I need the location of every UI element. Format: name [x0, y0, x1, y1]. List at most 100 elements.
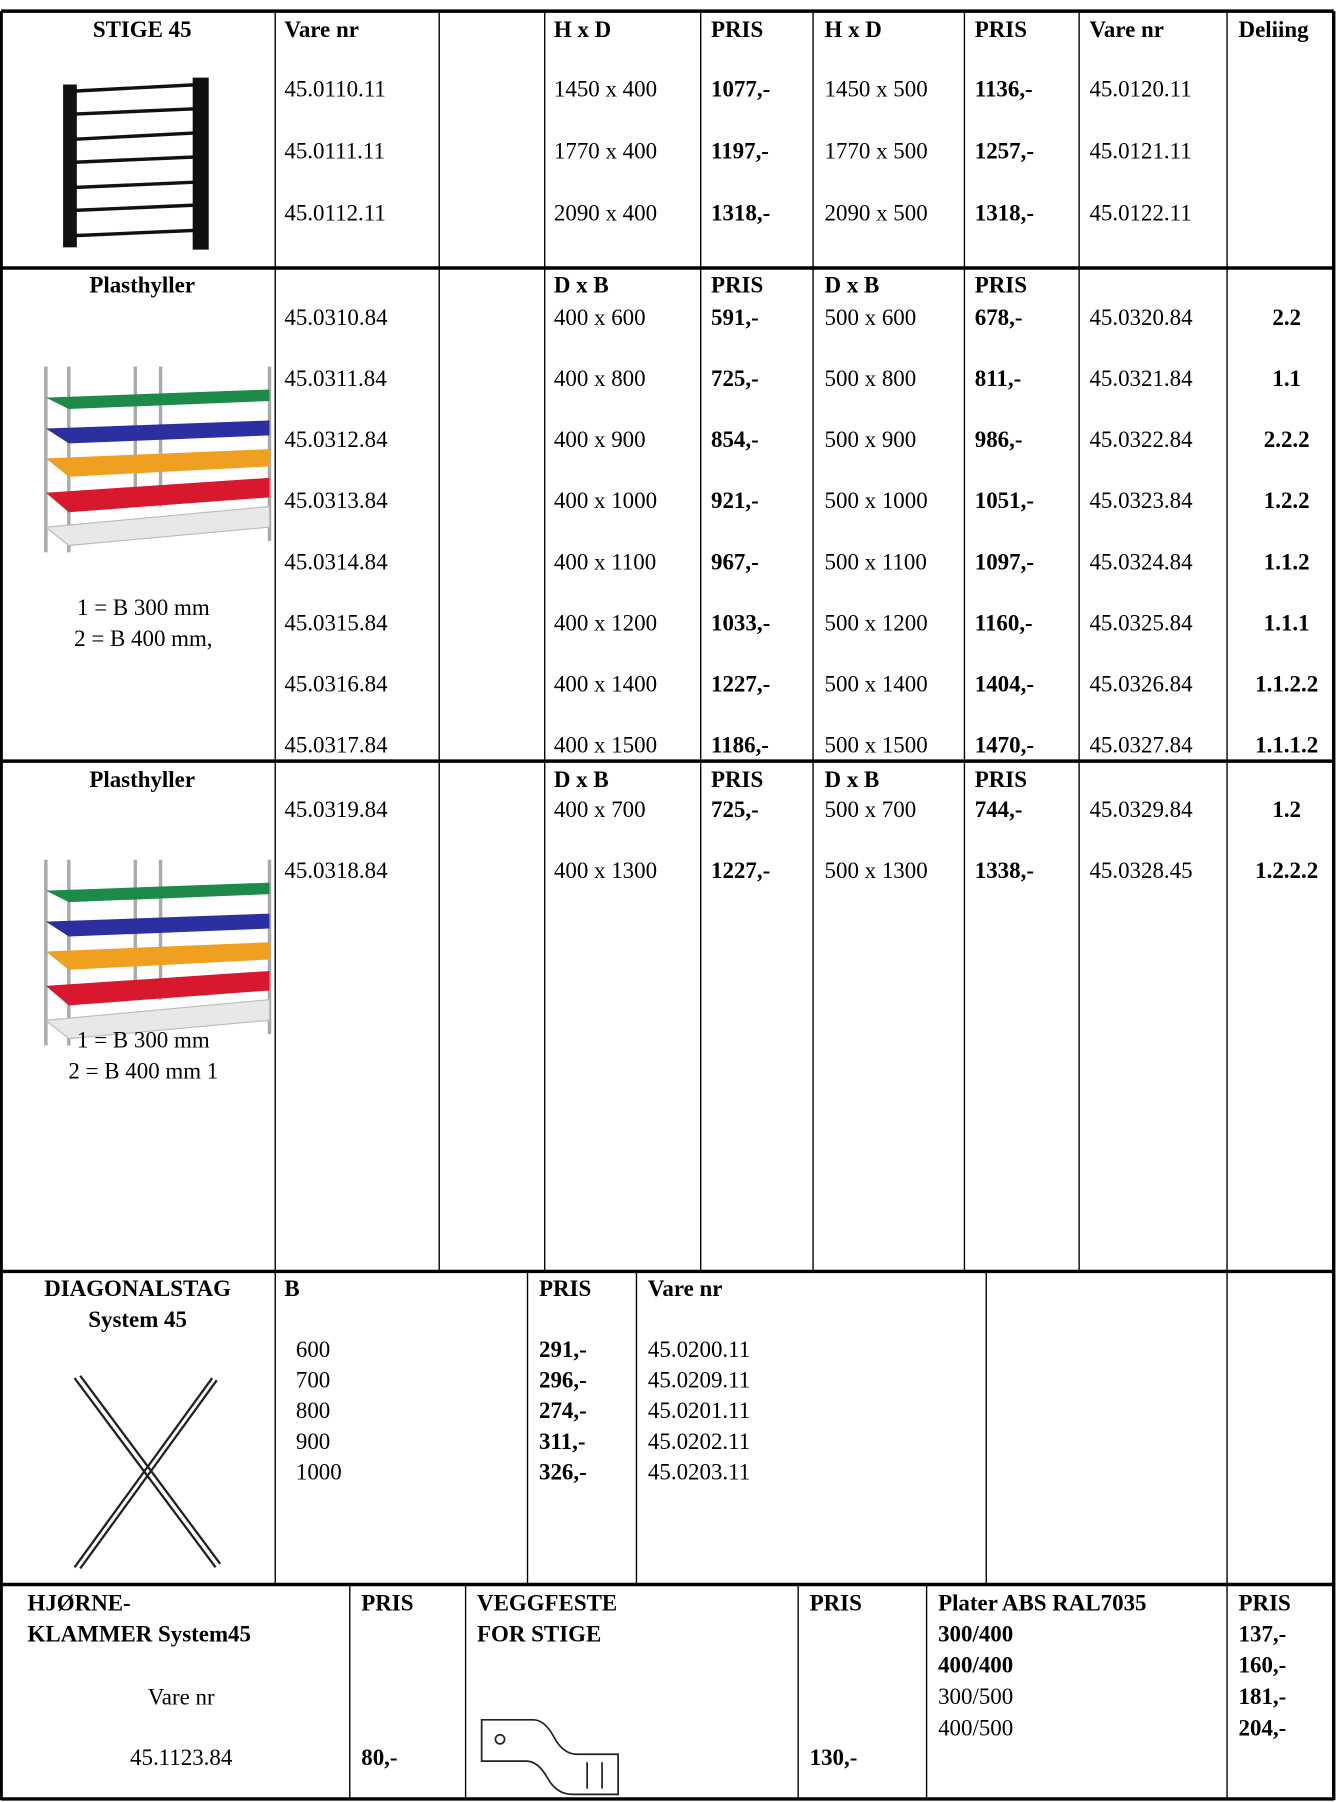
cell-text: 2.2: [1272, 305, 1301, 330]
cell-text: 181,-: [1239, 1684, 1287, 1709]
column-header: PRIS: [711, 273, 763, 298]
cell-text: 130,-: [810, 1745, 858, 1770]
column-header: Vare nr: [284, 17, 358, 42]
cell-text: 300/500: [938, 1684, 1013, 1709]
cell-text: 500 x 1300: [825, 858, 928, 883]
cell-text: 500 x 900: [825, 427, 917, 452]
column-header: PRIS: [810, 1590, 862, 1615]
cell-text: 45.0317.84: [284, 733, 388, 758]
cell-text: 45.0120.11: [1089, 77, 1191, 102]
cell-text: 500 x 1400: [825, 672, 928, 697]
cell-text: 45.0326.84: [1089, 672, 1193, 697]
column-header: D x B: [554, 767, 609, 792]
cell-text: 1136,-: [975, 77, 1033, 102]
cell-text: 1770 x 500: [825, 139, 928, 164]
section-title: VEGGFESTE: [477, 1590, 617, 1615]
column-header: D x B: [554, 273, 609, 298]
cell-text: 80,-: [361, 1745, 397, 1770]
cell-text: 500 x 1100: [825, 549, 927, 574]
cell-text: 45.0310.84: [284, 305, 388, 330]
cell-text: 1033,-: [711, 610, 770, 635]
cell-text: 45.0315.84: [284, 610, 388, 635]
cell-text: 45.0202.11: [648, 1429, 750, 1454]
note: 1 = B 300 mm: [77, 595, 210, 620]
cell-text: 45.0122.11: [1089, 200, 1191, 225]
cell-text: 45.0200.11: [648, 1337, 750, 1362]
section-title: Plasthyller: [89, 273, 195, 298]
cell-text: 1318,-: [711, 200, 770, 225]
cell-text: 725,-: [711, 366, 759, 391]
cell-text: 45.0209.11: [648, 1368, 750, 1393]
cell-text: 500 x 600: [825, 305, 917, 330]
cell-text: 1000: [296, 1459, 342, 1484]
cell-text: 45.0201.11: [648, 1398, 750, 1423]
cell-text: 900: [296, 1429, 330, 1454]
cell-text: 400 x 1100: [554, 549, 656, 574]
column-header: Vare nr: [648, 1276, 723, 1301]
cell-text: 45.0311.84: [284, 366, 387, 391]
cell-text: 1.1.2: [1264, 549, 1310, 574]
cell-text: 500 x 700: [825, 797, 917, 822]
section-title: System 45: [88, 1307, 187, 1332]
cell-text: 500 x 1500: [825, 733, 928, 758]
cell-text: 45.0328.45: [1089, 858, 1192, 883]
label: Vare nr: [148, 1684, 215, 1709]
column-header: PRIS: [1239, 1590, 1291, 1615]
section-title: Plater ABS RAL7035: [938, 1590, 1146, 1615]
cell-text: 400 x 1400: [554, 672, 657, 697]
cell-text: 204,-: [1239, 1715, 1287, 1740]
cell-text: 1.2: [1272, 797, 1301, 822]
cell-text: 300/400: [938, 1621, 1013, 1646]
cell-text: 45.0319.84: [284, 797, 388, 822]
cell-text: 311,-: [539, 1429, 585, 1454]
cell-text: 800: [296, 1398, 330, 1423]
cell-text: 45.0121.11: [1089, 139, 1191, 164]
column-header: PRIS: [711, 17, 763, 42]
cell-text: 591,-: [711, 305, 759, 330]
cell-text: 1450 x 400: [554, 77, 657, 102]
cell-text: 700: [296, 1368, 330, 1393]
cell-text: 1097,-: [975, 549, 1034, 574]
cell-text: 1338,-: [975, 858, 1034, 883]
cell-text: 45.0314.84: [284, 549, 388, 574]
cell-text: 678,-: [975, 305, 1023, 330]
cell-text: 1318,-: [975, 200, 1034, 225]
cell-text: 1186,-: [711, 733, 769, 758]
cell-text: 2.2.2: [1264, 427, 1310, 452]
column-header: D x B: [825, 767, 880, 792]
cell-text: 967,-: [711, 549, 759, 574]
cell-text: 45.0312.84: [284, 427, 388, 452]
cell-text: 500 x 800: [825, 366, 917, 391]
cell-text: 986,-: [975, 427, 1023, 452]
cell-text: 1.2.2: [1264, 488, 1310, 513]
cell-text: 45.0111.11: [284, 139, 385, 164]
cell-text: 400 x 800: [554, 366, 646, 391]
cell-text: 1.1.1.2: [1255, 733, 1318, 758]
cell-text: 137,-: [1239, 1621, 1287, 1646]
cell-text: 45.0325.84: [1089, 610, 1193, 635]
cell-text: 744,-: [975, 797, 1023, 822]
cell-text: 291,-: [539, 1337, 587, 1362]
column-header: PRIS: [361, 1590, 413, 1615]
column-header: PRIS: [975, 767, 1027, 792]
cell-text: 1.1: [1272, 366, 1301, 391]
cell-text: 400 x 700: [554, 797, 646, 822]
cell-text: 400 x 1000: [554, 488, 657, 513]
cell-text: 1450 x 500: [825, 77, 928, 102]
cell-text: 811,-: [975, 366, 1021, 391]
cell-text: 45.0203.11: [648, 1459, 750, 1484]
cell-text: 1.1.1: [1264, 610, 1310, 635]
diagonal-image: [73, 1375, 222, 1570]
column-header: PRIS: [975, 273, 1027, 298]
cell-text: 1.2.2.2: [1255, 858, 1318, 883]
cell-text: 400 x 900: [554, 427, 646, 452]
cell-text: 45.0321.84: [1089, 366, 1193, 391]
shelf-image: [44, 366, 272, 553]
column-header: D x B: [825, 273, 880, 298]
cell-text: 400 x 600: [554, 305, 646, 330]
cell-text: 1227,-: [711, 858, 770, 883]
cell-text: 854,-: [711, 427, 759, 452]
cell-text: 725,-: [711, 797, 759, 822]
cell-text: 400 x 1200: [554, 610, 657, 635]
